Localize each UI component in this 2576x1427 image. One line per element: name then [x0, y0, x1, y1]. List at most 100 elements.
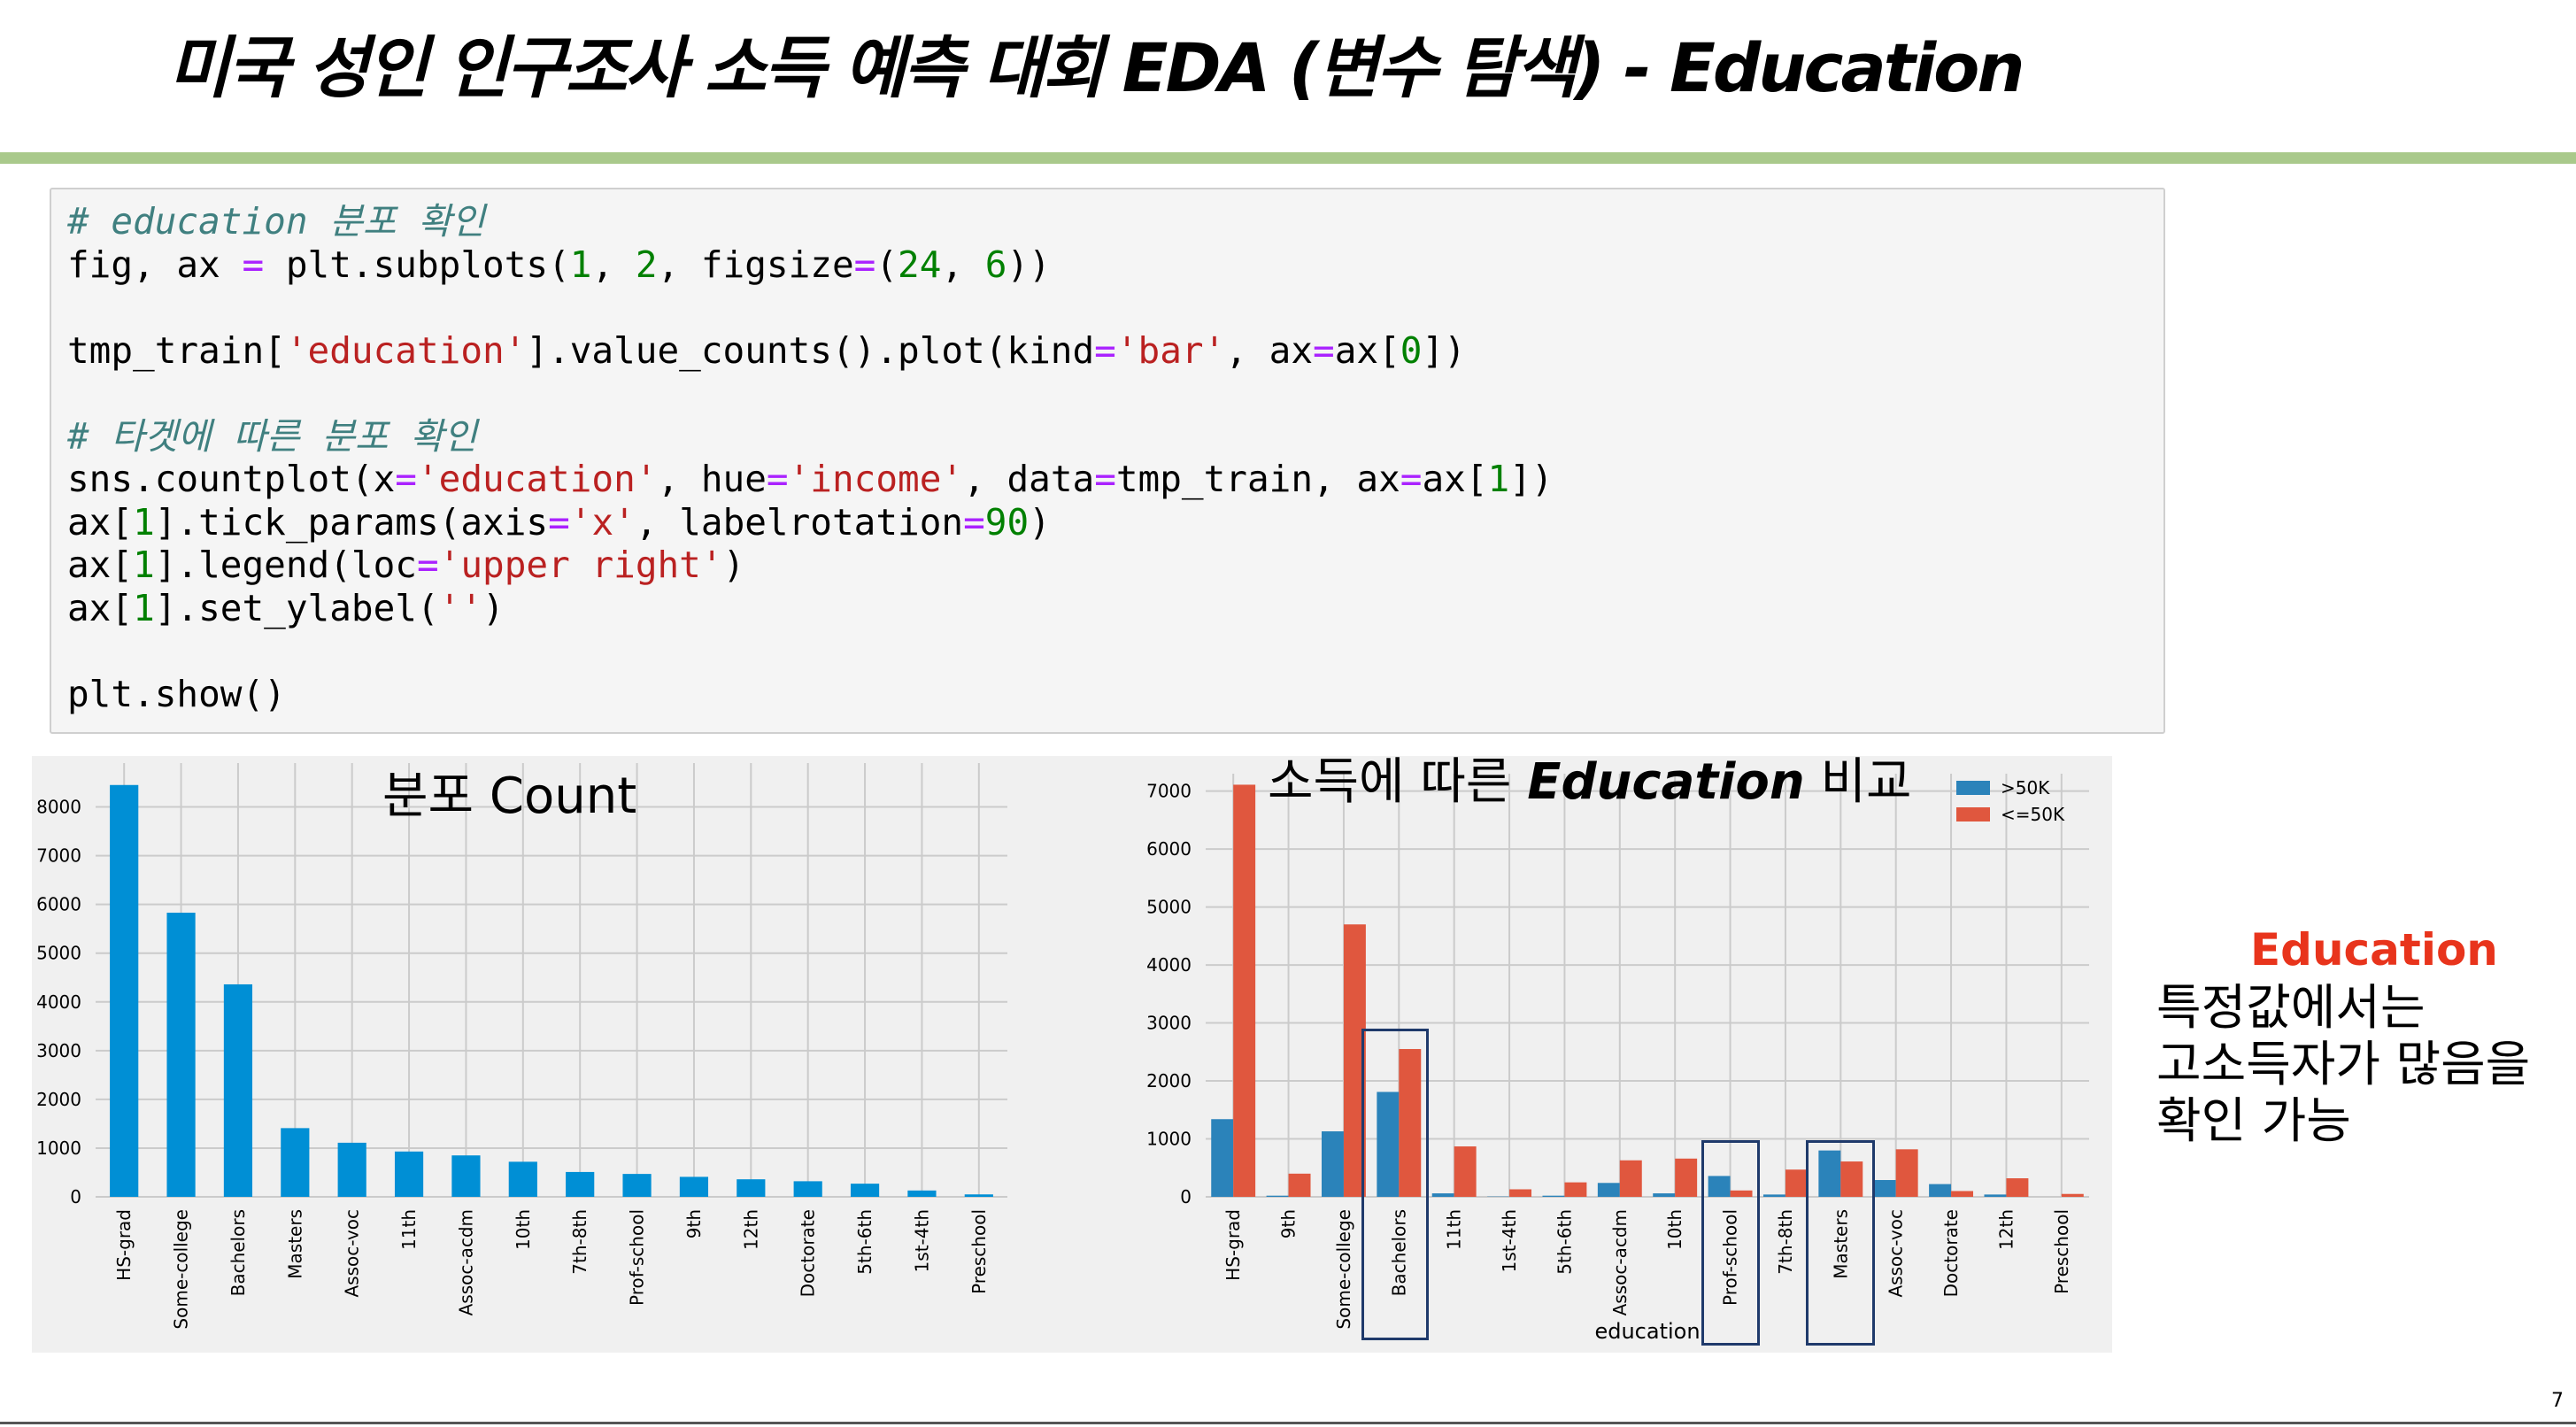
code-token: 'income' — [788, 458, 964, 500]
bar — [964, 1194, 993, 1197]
side-note-line: 특정값에서는 — [2156, 979, 2426, 1036]
code-token: fig, ax — [67, 243, 243, 286]
x-tick-label: HS-grad — [113, 1209, 135, 1281]
code-token: ].tick_params(axis — [154, 500, 549, 544]
legend-swatch — [1956, 807, 1990, 821]
code-token: 'x' — [569, 500, 636, 544]
code-line: ax[1].legend(loc='upper right') — [67, 544, 2163, 587]
x-tick-label: 5th-6th — [1554, 1209, 1575, 1275]
code-comment-line: # 타겟에 따른 분포 확인 — [67, 414, 477, 458]
bar-le50k — [1288, 1173, 1311, 1197]
code-token: = — [1094, 328, 1116, 372]
y-tick-label: 3000 — [1146, 1013, 1192, 1034]
x-tick-label: Assoc-acdm — [1609, 1209, 1631, 1315]
bar-le50k — [1785, 1169, 1808, 1197]
side-note-line: 고소득자가 많음을 — [2156, 1036, 2531, 1092]
code-line: plt.show() — [67, 673, 2163, 716]
bar-gt50k — [1653, 1193, 1676, 1197]
bar-le50k — [1619, 1160, 1642, 1197]
x-tick-label: 1st-4th — [1499, 1209, 1520, 1272]
x-tick-label: Assoc-voc — [1886, 1209, 1907, 1298]
legend-label: <=50K — [2001, 804, 2065, 825]
code-token: 1 — [133, 544, 155, 586]
bar-le50k — [1454, 1146, 1477, 1197]
x-tick-label: 1st-4th — [911, 1209, 932, 1272]
code-token: 'bar' — [1115, 328, 1226, 372]
y-tick-label: 8000 — [36, 797, 81, 818]
title-divider-bar — [0, 152, 2576, 164]
code-token: )) — [1006, 243, 1051, 286]
x-tick-label: Prof-school — [627, 1209, 648, 1306]
code-line: sns.countplot(x='education', hue='income… — [67, 458, 2163, 501]
code-token: tmp_train[ — [67, 328, 286, 372]
code-token: 1 — [133, 586, 155, 629]
bar-gt50k — [1708, 1176, 1731, 1197]
bar-le50k — [2061, 1193, 2084, 1197]
y-tick-label: 6000 — [1146, 838, 1192, 860]
y-tick-label: 1000 — [1146, 1129, 1192, 1150]
x-axis-label: education — [1594, 1319, 1700, 1344]
code-token: ) — [1029, 500, 1051, 544]
code-token: ].set_ylabel( — [154, 586, 439, 629]
code-token: 0 — [1400, 328, 1423, 372]
bar-gt50k — [1873, 1180, 1896, 1197]
bar-gt50k — [1597, 1183, 1620, 1197]
code-token: plt.show() — [67, 672, 286, 715]
bar-le50k — [1675, 1158, 1698, 1197]
bar-le50k — [1840, 1161, 1863, 1197]
bar-le50k — [1233, 784, 1256, 1197]
y-tick-label: 4000 — [1146, 954, 1192, 976]
y-tick-label: 0 — [70, 1186, 81, 1207]
code-line: fig, ax = plt.subplots(1, 2, figsize=(24… — [67, 243, 2163, 287]
bar — [508, 1161, 537, 1197]
code-token: = — [963, 500, 985, 544]
footer-rule — [0, 1422, 2576, 1424]
code-token: = — [1400, 458, 1423, 500]
x-tick-label: Assoc-voc — [342, 1209, 363, 1298]
bar — [566, 1171, 595, 1197]
code-comment-line: # education 분포 확인 — [67, 200, 485, 243]
bar-gt50k — [1929, 1184, 1952, 1197]
code-blank-line — [67, 372, 2163, 415]
x-tick-label: 9th — [683, 1209, 705, 1238]
x-tick-label: Preschool — [968, 1209, 990, 1294]
left-chart-title: 분포 Count — [382, 767, 637, 825]
bar — [850, 1184, 880, 1197]
bar — [281, 1128, 310, 1197]
code-token: , — [941, 243, 985, 286]
education-count-chart: 0 1000 2000 3000 4000 5000 6000 7000 8000 HS-grad… — [36, 763, 1007, 1330]
x-tick-label: 11th — [398, 1209, 420, 1250]
x-tick-label: 10th — [1664, 1209, 1685, 1250]
bar — [394, 1151, 424, 1197]
bar-le50k — [1951, 1191, 1974, 1197]
slide-title: 미국 성인 인구조사 소득 예측 대회 EDA (변수 탐색) - Educat… — [168, 28, 2025, 107]
bar-le50k — [1895, 1149, 1918, 1197]
highlight-box-prof-school — [1701, 1140, 1760, 1346]
bar-le50k — [1399, 1049, 1422, 1197]
x-tick-label: Masters — [284, 1209, 305, 1279]
code-token: ]) — [1509, 458, 1554, 500]
x-tick-label: 12th — [1995, 1209, 2017, 1250]
x-tick-label: Preschool — [2051, 1209, 2072, 1294]
x-tick-label: Assoc-acdm — [455, 1209, 476, 1315]
code-token: ) — [722, 544, 745, 586]
highlight-box-masters — [1806, 1140, 1875, 1346]
code-token: tmp_train, ax — [1115, 458, 1400, 500]
code-line: ax[1].tick_params(axis='x', labelrotatio… — [67, 501, 2163, 544]
code-token: = — [242, 243, 265, 286]
code-token: = — [1313, 328, 1335, 372]
x-tick-label: 7th-8th — [569, 1209, 590, 1275]
code-token: , data — [963, 458, 1095, 500]
bar-gt50k — [1377, 1091, 1400, 1197]
code-line: ax[1].set_ylabel('') — [67, 587, 2163, 630]
bar — [223, 983, 253, 1197]
y-tick-label: 6000 — [36, 894, 81, 915]
legend-label: >50K — [2001, 777, 2050, 798]
bar-gt50k — [1818, 1150, 1841, 1197]
bar-gt50k — [1321, 1131, 1344, 1197]
code-token: 90 — [984, 500, 1030, 544]
code-token: = — [548, 500, 570, 544]
y-tick-label: 5000 — [36, 943, 81, 964]
code-cell[interactable]: # education 분포 확인 fig, ax = plt.subplots… — [50, 188, 2165, 734]
code-token: ) — [482, 586, 505, 629]
